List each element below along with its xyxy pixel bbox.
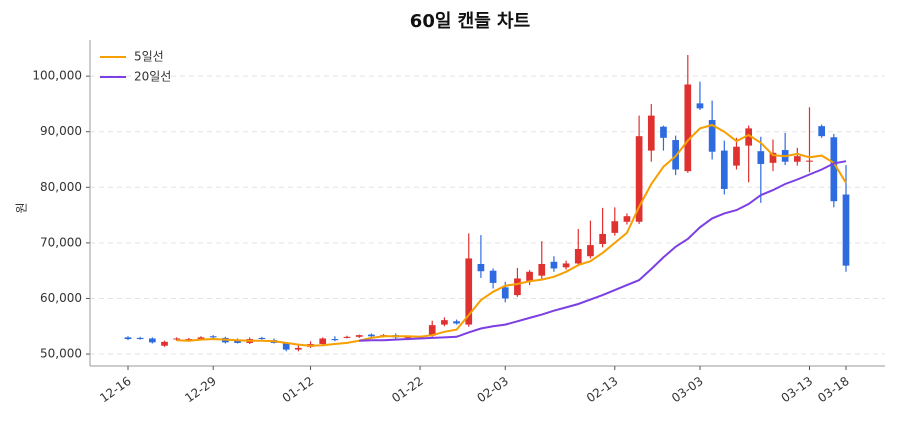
candle-body — [331, 339, 339, 341]
candle-body — [368, 334, 375, 337]
legend-label: 20일선 — [134, 70, 171, 84]
candle-body — [185, 339, 193, 341]
candle-body — [635, 136, 643, 222]
candle-body — [745, 128, 752, 146]
x-tick-label: 03-13 — [779, 374, 816, 405]
candle-body — [611, 221, 619, 233]
candle-body — [708, 120, 716, 152]
ma-line — [359, 160, 847, 342]
candle-body — [355, 335, 363, 337]
x-tick-label: 12-29 — [182, 374, 219, 405]
candle-body — [282, 343, 290, 350]
y-tick-label: 100,000 — [32, 69, 82, 83]
candle-body — [465, 258, 473, 325]
candle-body — [209, 336, 217, 338]
candle-body — [757, 151, 765, 164]
candle-body — [842, 194, 850, 266]
x-tick-label: 02-03 — [474, 374, 511, 405]
y-tick-label: 70,000 — [40, 235, 82, 249]
candle-body — [599, 233, 606, 244]
y-tick-label: 60,000 — [40, 291, 82, 305]
candle-body — [526, 271, 533, 282]
x-tick-label: 03-03 — [669, 374, 706, 405]
y-tick-label: 90,000 — [40, 124, 82, 138]
candle-body — [574, 248, 582, 264]
candle-body — [441, 320, 448, 325]
candle-body — [428, 325, 436, 336]
legend-label: 5일선 — [134, 50, 164, 64]
candle-body — [501, 287, 509, 299]
candle-body — [161, 341, 168, 346]
chart-title: 60일 캔들 차트 — [410, 11, 530, 32]
candle-body — [720, 150, 728, 189]
candle-body — [234, 340, 241, 343]
candle-body — [623, 216, 631, 222]
x-tick-label: 12-16 — [97, 374, 134, 405]
candle-body — [684, 84, 692, 172]
candle-body — [793, 156, 801, 162]
ma-line — [176, 123, 847, 347]
y-tick-label: 50,000 — [40, 347, 82, 361]
candle-body — [818, 126, 826, 137]
candle-body — [733, 146, 740, 166]
y-tick-label: 80,000 — [40, 180, 82, 194]
x-tick-label: 02-13 — [584, 374, 621, 405]
x-tick-label: 03-18 — [815, 374, 852, 405]
candle-body — [477, 264, 485, 272]
candle-body — [404, 336, 412, 338]
candle-body — [319, 338, 327, 345]
candle-body — [173, 338, 181, 340]
candle-body — [538, 264, 546, 276]
candle-body — [489, 270, 497, 283]
candle-body — [258, 337, 266, 340]
x-tick-label: 01-22 — [389, 374, 426, 405]
candle-body — [769, 152, 777, 163]
candle-body — [660, 126, 667, 138]
candle-body — [343, 336, 351, 338]
candle-body — [806, 160, 813, 162]
candle-body — [136, 337, 144, 340]
candle-body — [696, 103, 704, 109]
candle-body — [453, 321, 460, 324]
candle-body — [295, 347, 302, 350]
candle-body — [562, 263, 570, 268]
x-tick-label: 01-12 — [280, 374, 317, 405]
y-axis-label: 원 — [15, 202, 29, 213]
candle-body — [647, 115, 655, 151]
candle-body — [550, 261, 558, 269]
candle-body — [124, 337, 132, 340]
candle-body — [587, 245, 594, 257]
candle-body — [197, 337, 205, 340]
candle-body — [148, 338, 156, 343]
candle-body — [514, 278, 521, 296]
candle-body — [830, 137, 838, 202]
